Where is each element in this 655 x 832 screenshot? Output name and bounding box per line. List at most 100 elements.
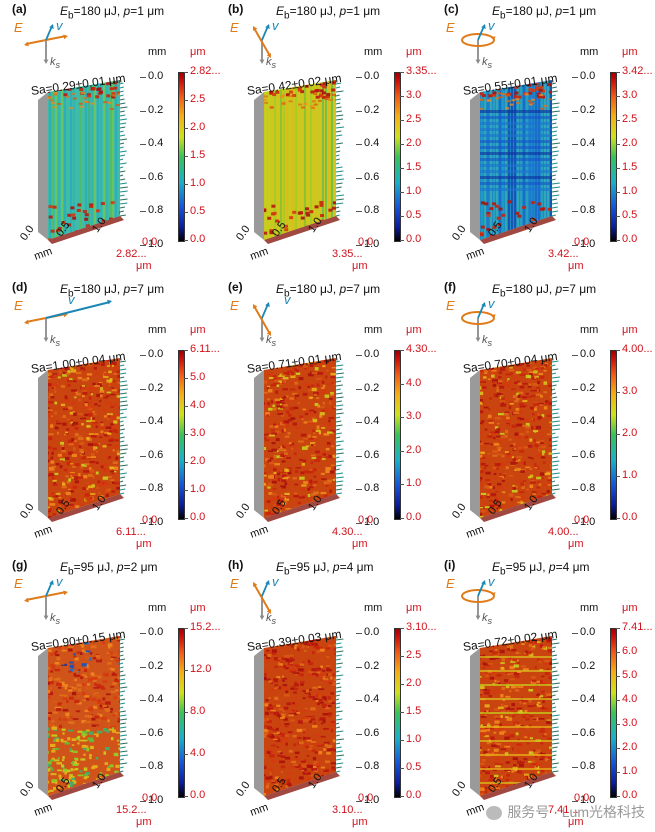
e-label: E xyxy=(14,576,23,591)
y-axis-unit: mm xyxy=(148,46,167,58)
k-subscript: s xyxy=(487,338,493,349)
colorbar-tick-label: 1.0 xyxy=(183,483,206,495)
y-tick-label: 0.4 xyxy=(355,693,380,706)
z-unit-label: μm xyxy=(136,816,152,828)
colorbar-tick-label: 1.0 xyxy=(399,477,422,490)
pulse-energy: 95 μJ xyxy=(512,560,543,574)
y-tick-label: 0.0 xyxy=(355,348,380,360)
panel-title: Eb=95 μJ, p=4 μm xyxy=(276,560,374,577)
scan-direction-arrow-icon xyxy=(45,581,53,597)
colorbar-tick-label: 2.0 xyxy=(615,427,638,439)
surface-texture xyxy=(48,636,120,796)
y-tick-label: 0.2 xyxy=(571,103,596,116)
colorbar-tick-label: 1.0 xyxy=(615,469,638,481)
y-tick-label: 0.8 xyxy=(139,760,164,773)
z-max-label: 3.10... xyxy=(332,804,363,816)
separator: , xyxy=(542,560,549,574)
colorbar-tick-label: 0.0 xyxy=(399,233,422,245)
k-label: ks xyxy=(266,612,276,626)
panel-label: (f) xyxy=(444,280,456,294)
y-tick-label: 0.2 xyxy=(139,103,164,116)
y-tick-label: 0.4 xyxy=(571,415,596,428)
k-symbol: k xyxy=(482,334,488,346)
y-axis-unit: mm xyxy=(580,324,599,336)
panel-label: (c) xyxy=(444,2,459,16)
y-tick-label: 0.0 xyxy=(571,70,596,82)
panel-label: (a) xyxy=(12,2,27,16)
pulse-energy: 180 μJ xyxy=(512,4,549,18)
eq-sign: = xyxy=(346,282,354,296)
scan-direction-arrow-icon xyxy=(477,581,485,597)
eb-symbol: E xyxy=(492,4,501,18)
panel-title: Eb=95 μJ, p=4 μm xyxy=(492,560,590,577)
v-label: v xyxy=(56,18,63,33)
eq-sign: = xyxy=(289,282,297,296)
z-min-label: 0.0 xyxy=(358,792,374,804)
y-tick-label: 0.8 xyxy=(571,204,596,217)
z-min-label: 0.0 xyxy=(358,236,374,248)
y-tick-label: 1.0 xyxy=(139,238,164,250)
z-max-label: 7.41... xyxy=(548,804,579,816)
surface-side-wall xyxy=(470,92,480,240)
z-min-label: 0.0 xyxy=(574,514,590,526)
colorbar-tick-label: 15.2... xyxy=(184,621,221,633)
colorbar-tick-label: 0.0 xyxy=(615,233,638,245)
y-tick-label: 0.0 xyxy=(139,348,164,360)
colorbar-tick-label: 0.0 xyxy=(183,233,206,245)
p-symbol: p xyxy=(555,4,563,18)
colorbar-tick-label: 2.5 xyxy=(399,649,422,661)
y-tick-label: 0.6 xyxy=(139,170,164,183)
eb-symbol: E xyxy=(492,560,501,574)
surface-side-wall xyxy=(38,648,48,796)
colorbar-tick-label: 4.0 xyxy=(399,376,422,389)
eq-sign: = xyxy=(130,282,138,296)
eq-sign: = xyxy=(555,560,563,574)
separator: , xyxy=(548,282,556,296)
colorbar-tick-label: 3.0 xyxy=(615,717,638,729)
p-symbol: p xyxy=(123,282,131,296)
eb-subscript: b xyxy=(284,288,290,300)
e-label: E xyxy=(14,298,23,313)
scan-direction-arrow-icon xyxy=(261,581,269,597)
y-tick-label: 0.6 xyxy=(355,726,380,739)
surface-plot xyxy=(470,358,561,522)
eb-subscript: b xyxy=(68,288,74,300)
panel-title: Eb=180 μJ, p=7 μm xyxy=(492,282,596,299)
colorbar-tick-label: 5.0 xyxy=(615,669,638,681)
colorbar-tick-label: 1.0 xyxy=(615,185,638,197)
pitch-value: 7 μm xyxy=(353,282,381,296)
k-subscript: s xyxy=(55,338,61,349)
colorbar-tick-label: 2.0 xyxy=(183,455,206,467)
y-tick-label: 0.8 xyxy=(355,482,380,495)
colorbar-unit: μm xyxy=(406,46,422,58)
panel-title: Eb=180 μJ, p=1 μm xyxy=(60,4,164,21)
colorbar-unit: μm xyxy=(190,602,206,614)
colorbar-tick-label: 2.0 xyxy=(399,443,422,456)
eb-symbol: E xyxy=(492,282,501,296)
colorbar-tick-label: 2.0 xyxy=(399,677,422,689)
k-symbol: k xyxy=(266,334,272,346)
scan-direction-arrow-icon xyxy=(45,301,111,319)
separator: , xyxy=(548,4,556,18)
colorbar-tick-label: 3.42... xyxy=(616,65,653,77)
surface-face xyxy=(48,636,120,796)
colorbar-unit: μm xyxy=(190,324,206,336)
v-label: v xyxy=(488,18,495,33)
eb-subscript: b xyxy=(284,566,290,578)
z-unit-label: μm xyxy=(568,538,584,550)
colorbar-tick-label: 1.0 xyxy=(399,733,422,745)
eb-subscript: b xyxy=(500,10,506,22)
surface-face xyxy=(480,358,552,518)
y-tick-label: 1.0 xyxy=(571,794,596,806)
surface-plot xyxy=(38,636,128,800)
eq-sign: = xyxy=(346,4,354,18)
scan-direction-arrow-icon xyxy=(261,25,269,41)
k-label: ks xyxy=(266,334,276,348)
separator: , xyxy=(110,560,117,574)
colorbar-tick-label: 0.0 xyxy=(615,789,638,801)
eb-subscript: b xyxy=(68,10,74,22)
